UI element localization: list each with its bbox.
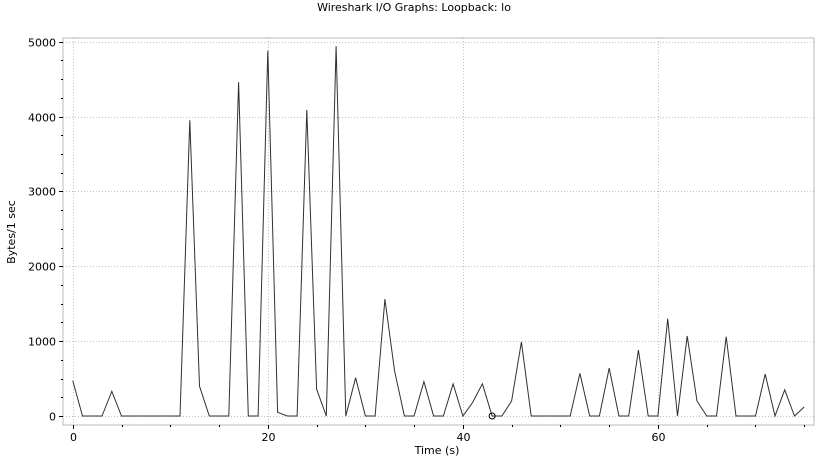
x-tick-label: 60 xyxy=(652,431,666,444)
y-tick-label: 5000 xyxy=(28,37,56,50)
x-tick-label: 20 xyxy=(262,431,276,444)
y-tick-label: 0 xyxy=(49,411,56,424)
x-axis-label: Time (s) xyxy=(414,444,460,457)
y-tick-label: 1000 xyxy=(28,336,56,349)
plot-frame xyxy=(62,37,815,426)
selected-point-marker[interactable] xyxy=(488,412,496,420)
y-axis-label: Bytes/1 sec xyxy=(5,200,18,264)
series-line[interactable] xyxy=(72,46,805,418)
plot-area[interactable] xyxy=(72,46,805,420)
y-tick-label: 2000 xyxy=(28,261,56,274)
axes: 0 1000 2000 3000 4000 5000 0 20 40 60 xyxy=(28,37,815,444)
y-tick-label: 3000 xyxy=(28,186,56,199)
x-tick-label: 40 xyxy=(457,431,471,444)
chart-title: Wireshark I/O Graphs: Loopback: lo xyxy=(317,1,511,14)
grid xyxy=(63,38,814,425)
y-tick-label: 4000 xyxy=(28,112,56,125)
x-tick-label: 0 xyxy=(70,431,77,444)
